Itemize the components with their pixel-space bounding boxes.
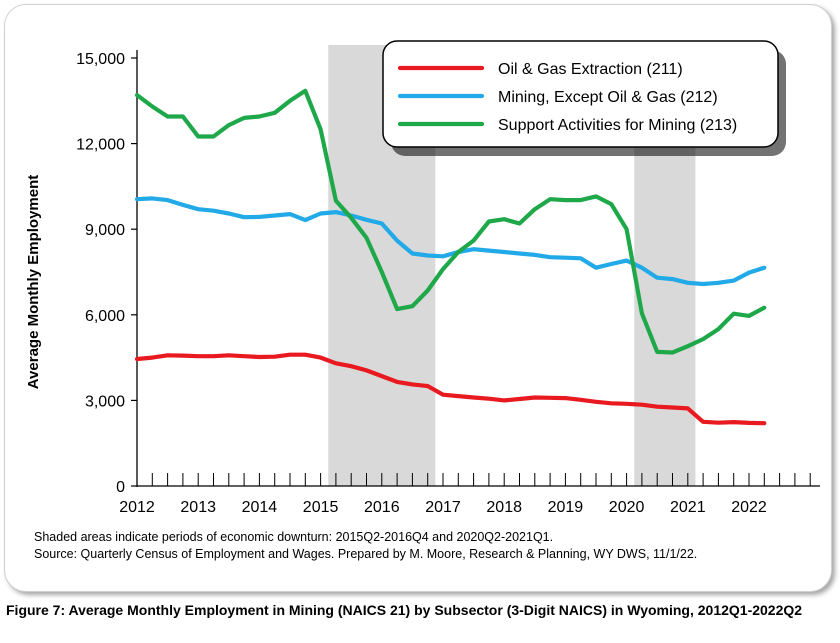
x-tick-label: 2022 bbox=[731, 499, 767, 516]
y-tick-label: 15,000 bbox=[76, 51, 125, 68]
y-tick-label: 6,000 bbox=[85, 308, 125, 325]
series-line-2 bbox=[134, 196, 767, 287]
x-tick-label: 2019 bbox=[548, 499, 584, 516]
legend: Oil & Gas Extraction (211) Mining, Except… bbox=[382, 40, 786, 156]
legend-label: Support Activities for Mining (213) bbox=[498, 117, 737, 134]
y-axis-label: Average Monthly Employment bbox=[25, 175, 42, 389]
series-line-1 bbox=[134, 352, 767, 426]
series-line-3 bbox=[134, 88, 767, 355]
line-chart: 0 3,000 6,000 9,000 12,000 15,000 2012 2013 2014… bbox=[25, 40, 820, 516]
x-tick-label: 2015 bbox=[303, 499, 339, 516]
source-note: Source: Quarterly Census of Employment a… bbox=[34, 547, 698, 561]
x-tick-label: 2018 bbox=[486, 499, 522, 516]
x-tick-label: 2013 bbox=[180, 499, 216, 516]
x-tick-label: 2017 bbox=[425, 499, 461, 516]
series-lines bbox=[134, 88, 767, 426]
y-tick-label: 9,000 bbox=[85, 222, 125, 239]
figure-caption: Figure 7: Average Monthly Employment in … bbox=[6, 602, 803, 618]
y-tick-label: 12,000 bbox=[76, 137, 125, 154]
x-tick-label: 2020 bbox=[609, 499, 645, 516]
x-tick-label: 2014 bbox=[242, 499, 278, 516]
y-tick-label: 0 bbox=[116, 479, 125, 496]
shading-note: Shaded areas indicate periods of economi… bbox=[34, 530, 554, 544]
axes: 0 3,000 6,000 9,000 12,000 15,000 2012 2013 2014… bbox=[25, 50, 820, 516]
x-tick-label: 2016 bbox=[364, 499, 400, 516]
legend-label: Mining, Except Oil & Gas (212) bbox=[498, 89, 718, 106]
x-tick-label: 2021 bbox=[670, 499, 706, 516]
legend-label: Oil & Gas Extraction (211) bbox=[498, 61, 683, 78]
y-tick-label: 3,000 bbox=[85, 393, 125, 410]
x-tick-label: 2012 bbox=[119, 499, 155, 516]
